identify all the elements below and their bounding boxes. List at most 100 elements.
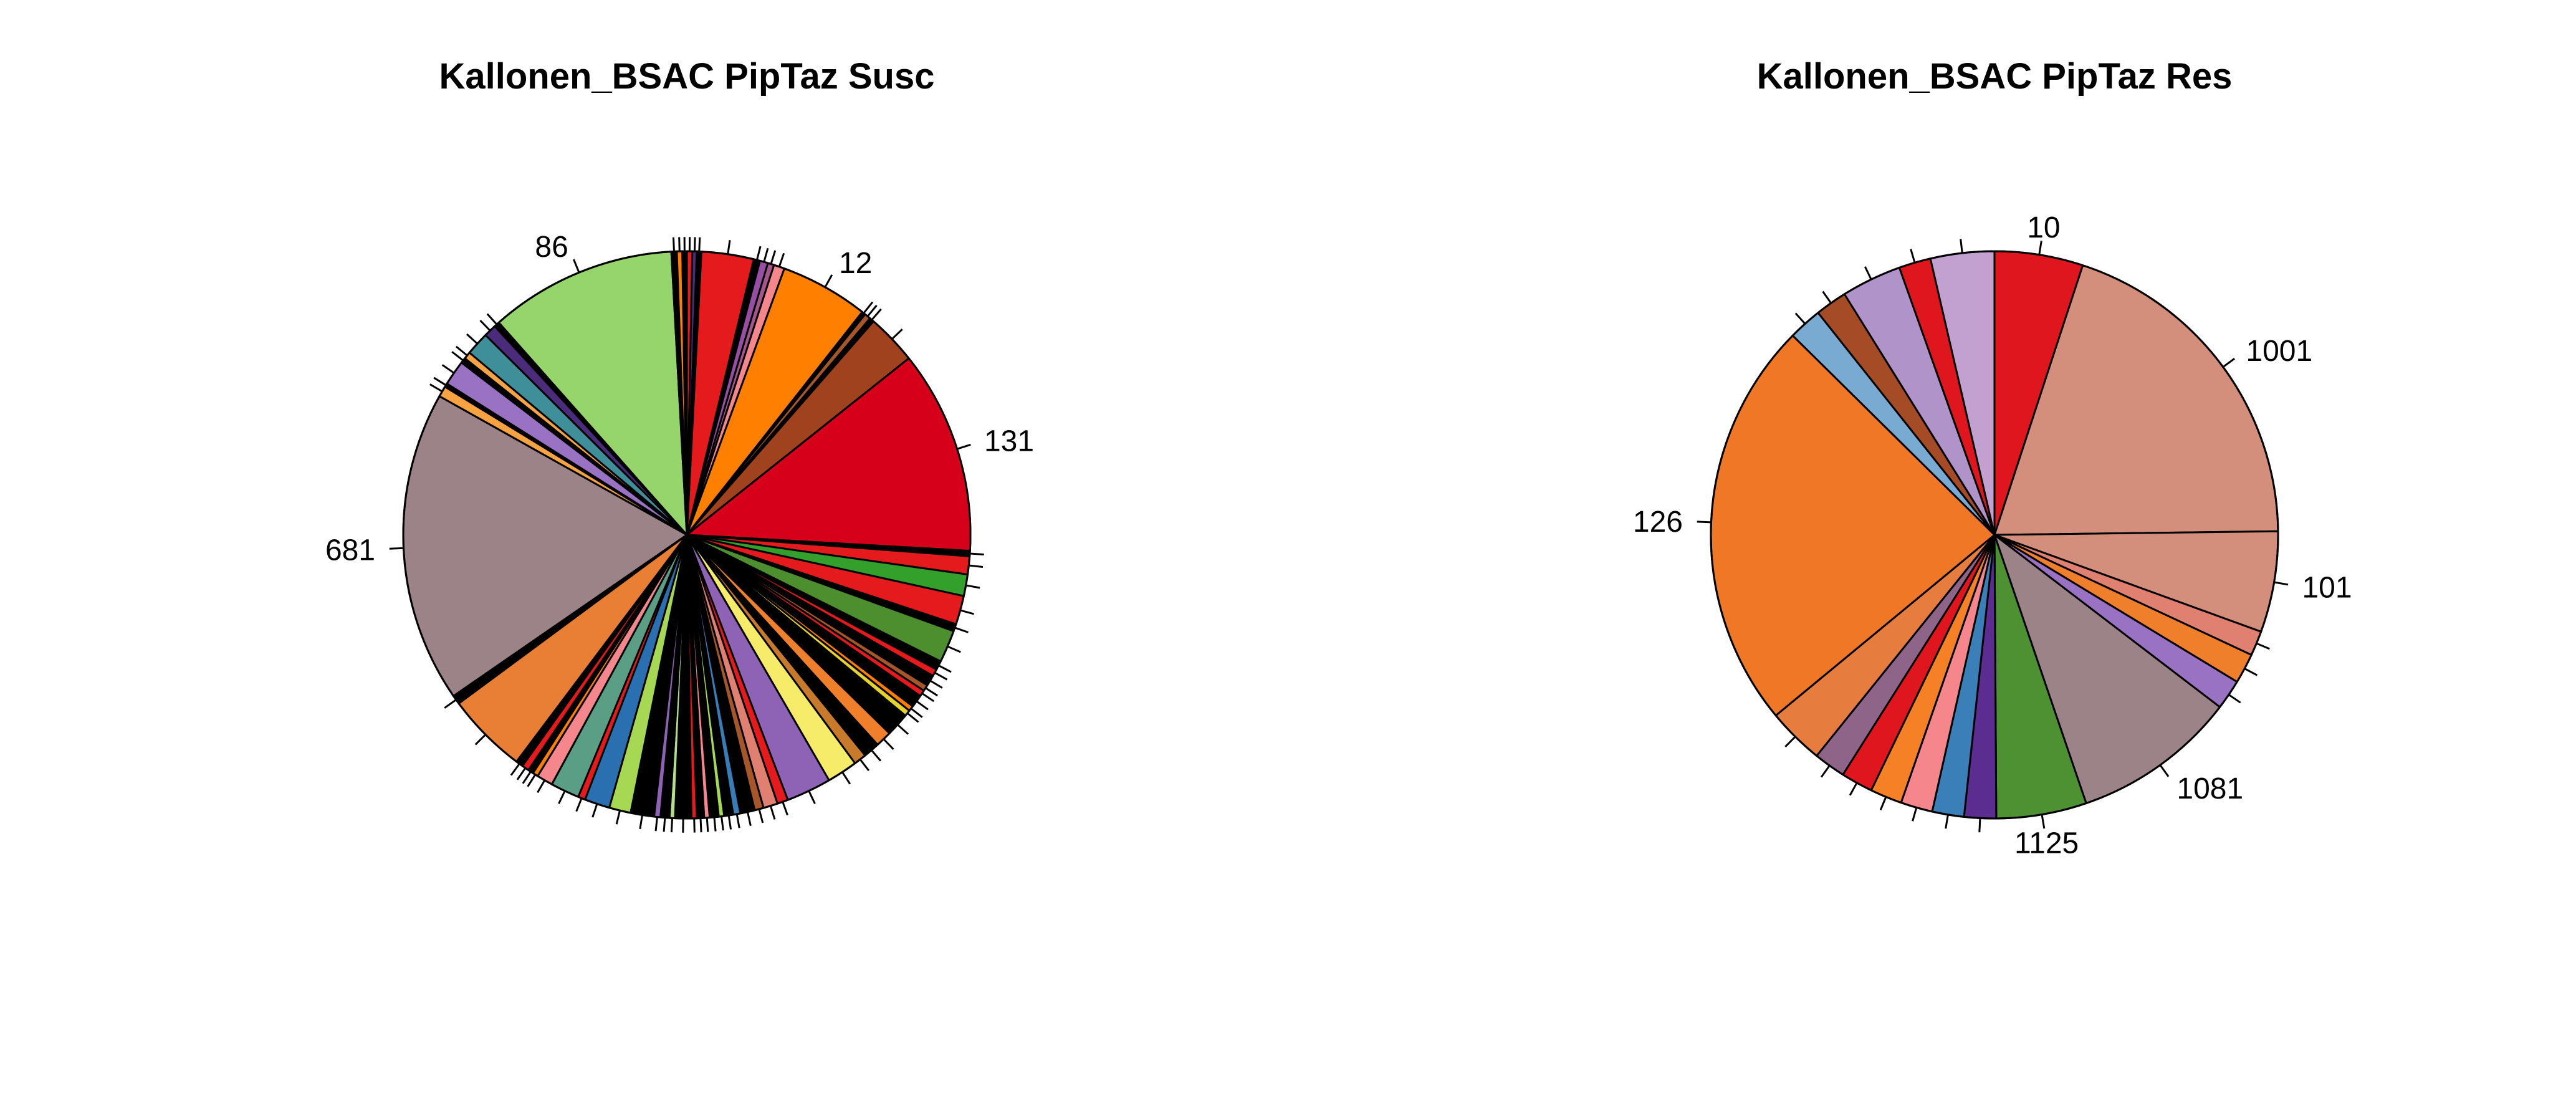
pie-tick-susc-57 xyxy=(516,767,527,780)
pie-tick-susc-48 xyxy=(654,817,658,832)
pie-tick-susc-38 xyxy=(735,814,740,828)
pie-tick-susc-28 xyxy=(897,724,909,735)
pie-tick-susc-15 xyxy=(969,564,984,568)
pie-tick-res-18 xyxy=(1864,266,1872,280)
pie-tick-susc-51 xyxy=(591,804,598,818)
pie-ticks-susc xyxy=(389,237,984,833)
pie-tick-res-4 xyxy=(2244,668,2258,676)
pie-label-res-6: 1081 xyxy=(2176,772,2243,805)
pie-tick-susc-20 xyxy=(938,665,952,673)
pie-tick-susc-71 xyxy=(672,237,675,252)
pie-tick-res-7 xyxy=(2041,814,2046,829)
pie-labels-res: 10 1001 101 1081 1125 126 xyxy=(1633,211,2352,860)
pie-tick-susc-21 xyxy=(934,671,948,681)
pie-tick-susc-25 xyxy=(916,700,929,711)
pie-tick-susc-33 xyxy=(808,790,816,804)
pie-tick-susc-8 xyxy=(824,274,833,288)
pie-tick-susc-4 xyxy=(755,246,762,261)
pie-tick-res-0 xyxy=(2038,240,2042,255)
pie-chart-susc: Kallonen_BSAC PipTaz Susc 12 131 681 86 xyxy=(325,56,1034,833)
pie-tick-res-5 xyxy=(2228,694,2241,704)
pie-tick-susc-17 xyxy=(960,609,974,615)
pie-tick-susc-2 xyxy=(698,237,701,252)
pie-label-susc-13: 131 xyxy=(984,425,1034,458)
pie-tick-susc-41 xyxy=(713,817,717,832)
pie-label-res-15: 126 xyxy=(1633,506,1683,539)
pie-tick-susc-32 xyxy=(841,771,851,785)
pie-tick-susc-69 xyxy=(486,313,498,325)
pie-tick-susc-10 xyxy=(866,304,878,317)
pie-tick-res-19 xyxy=(1910,249,1916,263)
pie-tick-susc-59 xyxy=(474,734,487,746)
pie-tick-res-2 xyxy=(2274,581,2289,586)
pie-tick-res-9 xyxy=(1945,814,1949,829)
pie-tick-susc-40 xyxy=(721,816,724,831)
pie-tick-susc-1 xyxy=(693,237,696,252)
pie-tick-susc-16 xyxy=(965,584,980,589)
pie-tick-res-17 xyxy=(1822,290,1832,304)
pie-label-susc-61: 681 xyxy=(325,534,375,567)
pie-tick-susc-12 xyxy=(891,329,903,340)
pie-label-res-1: 1001 xyxy=(2246,335,2312,368)
pie-tick-susc-3 xyxy=(727,240,731,254)
pie-tick-susc-68 xyxy=(479,319,491,332)
pie-tick-susc-42 xyxy=(706,817,709,832)
pie-tick-susc-64 xyxy=(441,364,455,374)
pie-tick-susc-7 xyxy=(778,252,785,267)
pie-label-susc-70: 86 xyxy=(535,231,568,264)
pie-tick-res-14 xyxy=(1784,736,1796,748)
pie-chart-res: Kallonen_BSAC PipTaz Res 10 1001 101 1081 11… xyxy=(1633,56,2352,860)
pie-tick-susc-34 xyxy=(782,801,788,816)
pie-label-res-0: 10 xyxy=(2027,211,2060,244)
pie-tick-res-16 xyxy=(1794,312,1806,325)
pie-tick-susc-11 xyxy=(871,308,882,321)
pie-tick-susc-26 xyxy=(910,708,923,718)
pie-ticks-res xyxy=(1697,239,2289,833)
pie-tick-res-12 xyxy=(1849,782,1858,796)
pie-tick-susc-37 xyxy=(747,812,752,826)
pie-tick-susc-72 xyxy=(678,237,681,252)
pie-label-res-7: 1125 xyxy=(2014,827,2079,860)
pie-slices-res xyxy=(1710,250,2279,820)
pie-tick-susc-31 xyxy=(859,759,870,772)
pie-tick-susc-61 xyxy=(389,547,404,550)
pie-outline-susc xyxy=(402,250,972,820)
pie-tick-res-6 xyxy=(2159,764,2170,777)
pie-tick-susc-53 xyxy=(558,790,566,804)
pie-tick-susc-5 xyxy=(763,247,769,262)
pie-tick-res-3 xyxy=(2256,642,2270,650)
pie-tick-susc-24 xyxy=(921,692,935,703)
pie-tick-res-13 xyxy=(1820,765,1831,778)
pie-label-susc-8: 12 xyxy=(839,247,872,280)
pie-tick-susc-13 xyxy=(957,443,971,450)
pie-tick-susc-44 xyxy=(693,818,696,833)
pie-tick-res-11 xyxy=(1879,796,1887,810)
pie-tick-res-1 xyxy=(2222,358,2235,368)
pie-tick-susc-29 xyxy=(883,738,894,751)
pie-tick-susc-22 xyxy=(929,679,943,689)
pie-tick-susc-35 xyxy=(769,805,776,820)
chart-title-res: Kallonen_BSAC PipTaz Res xyxy=(1757,56,2233,97)
pie-tick-susc-23 xyxy=(925,687,938,697)
pie-tick-susc-39 xyxy=(727,815,732,830)
pie-tick-susc-56 xyxy=(522,770,532,784)
pie-tick-susc-58 xyxy=(510,763,520,776)
pie-tick-susc-65 xyxy=(451,351,464,362)
pie-tick-susc-49 xyxy=(639,815,643,830)
chart-title-susc: Kallonen_BSAC PipTaz Susc xyxy=(439,56,935,97)
pie-outline-res xyxy=(1710,250,2279,820)
pie-tick-susc-36 xyxy=(758,809,764,823)
pie-tick-susc-63 xyxy=(433,377,447,386)
pie-tick-susc-70 xyxy=(573,259,580,273)
pie-tick-susc-27 xyxy=(906,712,919,723)
pie-tick-susc-46 xyxy=(670,818,674,833)
pie-tick-susc-47 xyxy=(663,817,666,832)
pie-tick-susc-52 xyxy=(575,797,583,812)
pie-tick-res-10 xyxy=(1912,807,1918,822)
pie-tick-susc-9 xyxy=(863,301,874,314)
pie-tick-susc-66 xyxy=(455,345,468,357)
pie-tick-susc-60 xyxy=(444,699,457,709)
pie-tick-susc-19 xyxy=(947,645,961,653)
pie-tick-susc-55 xyxy=(527,774,537,787)
